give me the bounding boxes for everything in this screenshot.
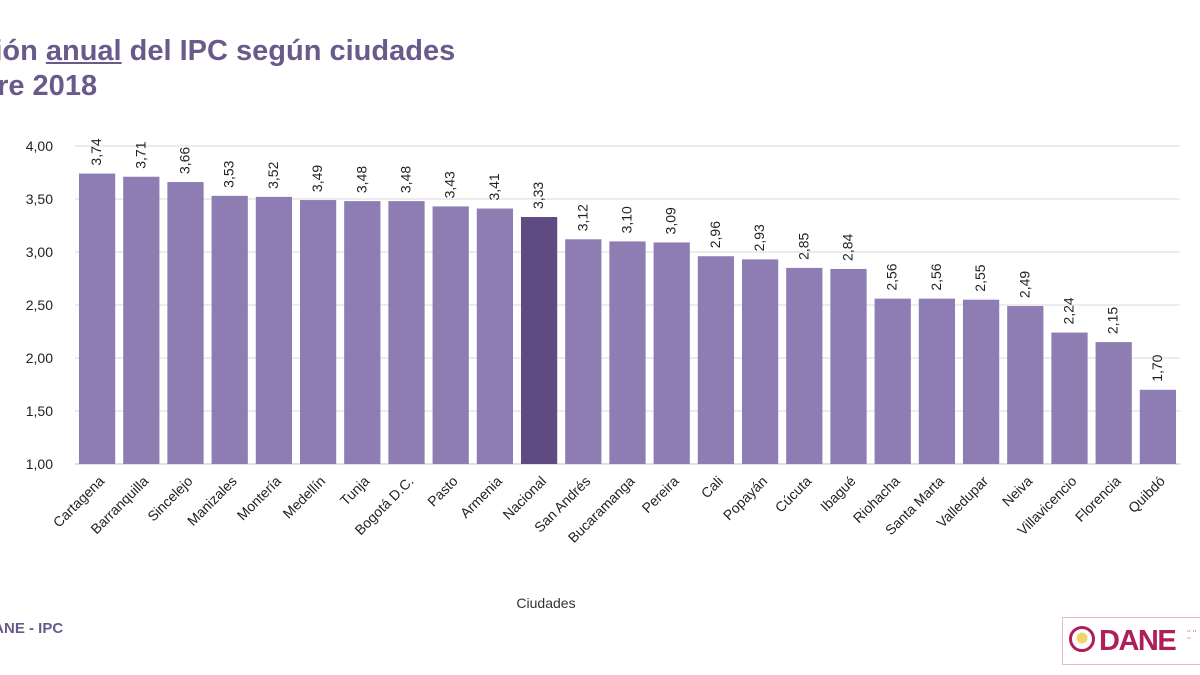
x-tick-label: Pereira	[639, 473, 682, 516]
value-label: 3,48	[398, 166, 414, 193]
value-label: 3,49	[309, 165, 325, 192]
value-label: 2,56	[884, 263, 900, 290]
value-label: 1,70	[1149, 354, 1165, 381]
value-label: 2,56	[928, 263, 944, 290]
bar	[874, 298, 911, 464]
x-tick-label: Medellín	[279, 473, 328, 522]
logo-text: DANE	[1099, 625, 1177, 657]
bar	[1095, 342, 1132, 464]
bar	[565, 239, 602, 464]
bar	[609, 241, 646, 464]
bar	[123, 176, 160, 465]
x-tick-label: Cali	[698, 473, 726, 501]
bar	[211, 195, 248, 464]
y-tick-label: 1,00	[26, 456, 53, 472]
value-label: 3,43	[442, 171, 458, 198]
chart-title: iación anual del IPC según ciudades	[0, 30, 455, 72]
value-label: 3,12	[574, 204, 590, 231]
x-tick-label: Montería	[234, 473, 285, 524]
x-tick-label: Pasto	[424, 473, 461, 510]
value-label: 3,41	[486, 173, 502, 200]
x-tick-label: Ibagué	[817, 473, 859, 515]
value-label: 2,24	[1061, 297, 1077, 324]
chart-subtitle: tubre 2018	[0, 70, 98, 102]
value-label: 3,48	[353, 166, 369, 193]
x-tick-label: Tunja	[337, 473, 373, 509]
bar	[299, 200, 337, 464]
bar	[432, 206, 469, 465]
y-tick-label: 3,00	[26, 244, 53, 260]
y-tick-labels: 1,00 1,50 2,00 2,50 3,00 3,50 4,00	[26, 138, 53, 472]
y-tick-label: 2,00	[26, 350, 53, 366]
value-label: 2,15	[1105, 307, 1121, 334]
bar	[697, 256, 735, 464]
value-label: 3,52	[265, 161, 281, 188]
x-axis-title: Ciudades	[516, 595, 575, 611]
x-tick-label: Popayán	[720, 473, 770, 523]
bar	[918, 298, 956, 464]
y-tick-label: 3,50	[26, 191, 53, 207]
value-label: 3,10	[619, 206, 635, 233]
logo-mini-text: ·· ·· ··	[1187, 629, 1197, 642]
y-tick-label: 4,00	[26, 138, 53, 154]
title-underlined: anual	[45, 35, 122, 67]
bar	[1051, 332, 1088, 464]
value-label: 2,85	[795, 232, 811, 259]
value-label: 2,84	[840, 233, 856, 260]
bar	[388, 201, 425, 464]
coat-of-arms-icon	[1069, 626, 1095, 652]
value-label: 3,53	[221, 160, 237, 187]
value-label: 3,74	[88, 138, 104, 165]
bar	[167, 182, 204, 465]
bar	[78, 173, 116, 464]
bar	[962, 299, 1000, 464]
value-label: 2,49	[1016, 271, 1032, 298]
y-tick-label: 1,50	[26, 403, 53, 419]
x-tick-label: Quibdó	[1125, 473, 1168, 516]
value-labels: 3,74 3,71 3,66 3,53 3,52 3,49 3,48 3,48 3,43 3,41…	[88, 138, 1165, 382]
dane-logo: DANE ·· ·· ··	[1062, 617, 1200, 665]
x-tick-label: Florencia	[1072, 473, 1124, 525]
bar-chart: 1,00 1,50 2,00 2,50 3,00 3,50 4,00 3,74 3,71 3,6…	[26, 138, 1180, 611]
bar	[255, 196, 293, 464]
x-tick-labels: CartagenaBarranquillaSincelejoManizalesM…	[50, 473, 1168, 546]
bar	[741, 259, 779, 464]
value-label: 2,55	[972, 264, 988, 291]
title-pre: iación	[0, 35, 38, 67]
x-tick-label: Armenia	[457, 473, 505, 521]
bar	[830, 268, 867, 464]
x-tick-label: Cúcuta	[772, 473, 815, 516]
bar	[476, 208, 514, 464]
bar	[1139, 389, 1177, 464]
value-label: 2,96	[707, 221, 723, 248]
value-label: 3,66	[177, 147, 193, 174]
y-tick-label: 2,50	[26, 297, 53, 313]
bar	[1007, 306, 1044, 464]
value-label: 3,33	[530, 182, 546, 209]
bar	[520, 217, 558, 464]
bar	[653, 242, 690, 464]
x-tick-label: Neiva	[999, 473, 1036, 510]
source-note: o: DANE - IPC	[0, 620, 64, 637]
bar	[786, 267, 823, 464]
title-post: del IPC según ciudades	[121, 35, 456, 67]
bars	[78, 173, 1177, 465]
bar	[344, 201, 381, 464]
value-label: 2,93	[751, 224, 767, 251]
value-label: 3,09	[663, 207, 679, 234]
value-label: 3,71	[132, 141, 148, 168]
